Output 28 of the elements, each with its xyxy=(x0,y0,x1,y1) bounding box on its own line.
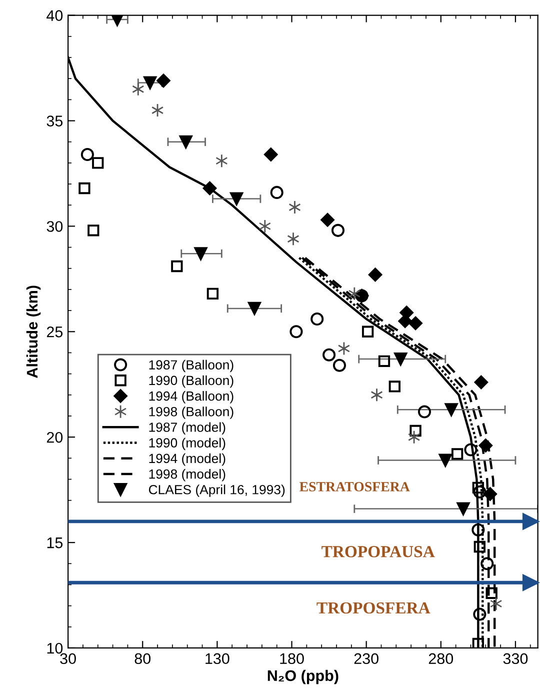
x-tick-label: 330 xyxy=(503,653,528,664)
annotation: TROPOSFERA xyxy=(316,602,430,614)
x-tick-label: 180 xyxy=(280,653,304,664)
legend-label: 1994 (model) xyxy=(149,453,226,466)
x-tick-label: 30 xyxy=(60,653,76,664)
legend-label: 1994 (Balloon) xyxy=(149,391,234,404)
legend-label: 1998 (Balloon) xyxy=(149,406,234,419)
y-tick-label: 30 xyxy=(46,221,63,232)
x-axis-title: N₂O (ppb) xyxy=(268,670,338,684)
y-tick-label: 35 xyxy=(46,116,63,126)
y-tick-label: 25 xyxy=(46,326,63,338)
legend-label: 1998 (model) xyxy=(149,469,226,482)
legend-label: 1987 (model) xyxy=(149,422,226,435)
y-tick-label: 10 xyxy=(47,642,63,654)
legend-label: 1987 (Balloon) xyxy=(149,360,234,372)
y-tick-label: 15 xyxy=(47,538,63,548)
y-tick-label: 40 xyxy=(46,10,63,21)
annotation: ESTRATOSFERA xyxy=(300,482,410,492)
x-tick-label: 230 xyxy=(354,653,378,664)
legend-label: 1990 (model) xyxy=(149,438,226,450)
legend-label: 1990 (Balloon) xyxy=(149,375,234,388)
x-tick-label: 280 xyxy=(428,653,454,664)
legend-label: CLAES (April 16, 1993) xyxy=(148,484,285,497)
x-tick-label: 130 xyxy=(206,653,230,664)
x-tick-label: 80 xyxy=(134,653,151,664)
y-axis-title: Altitude (km) xyxy=(26,286,41,378)
annotation: TROPOPAUSA xyxy=(322,546,435,558)
y-tick-label: 20 xyxy=(46,432,63,443)
